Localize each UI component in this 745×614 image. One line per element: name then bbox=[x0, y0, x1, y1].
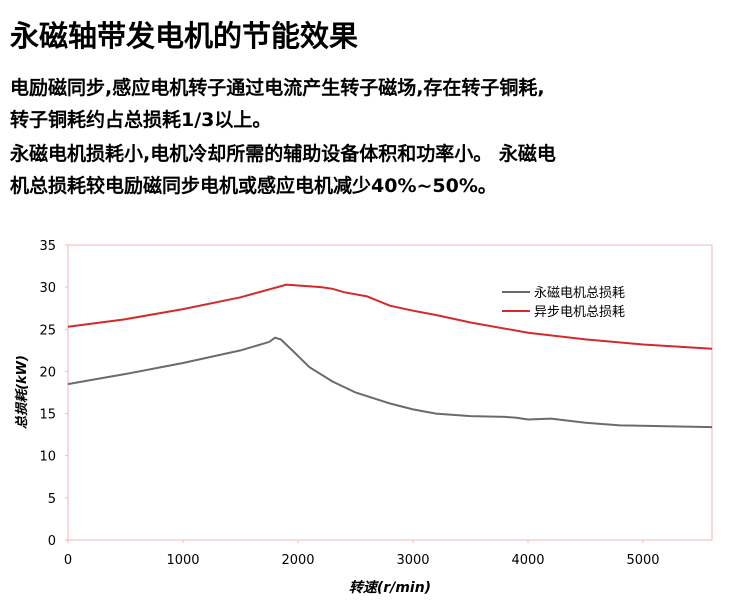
y-tick-label: 25 bbox=[39, 323, 56, 338]
text-line: 转子铜耗约占总损耗1/3以上。 bbox=[10, 108, 271, 131]
text-line: 永磁电机损耗小,电机冷却所需的辅助设备体积和功率小。 永磁电 bbox=[9, 142, 556, 165]
series-line bbox=[67, 283, 713, 350]
legend-label: 永磁电机总损耗 bbox=[534, 286, 625, 301]
x-tick-label: 0 bbox=[64, 553, 72, 568]
x-tick-label: 1000 bbox=[166, 553, 199, 568]
y-tick-label: 15 bbox=[39, 408, 56, 423]
text-line: 电励磁同步,感应电机转子通过电流产生转子磁场,存在转子铜耗, bbox=[10, 76, 545, 99]
y-tick-label: 0 bbox=[48, 534, 56, 549]
legend-label: 异步电机总损耗 bbox=[534, 305, 625, 320]
y-tick-label: 20 bbox=[39, 365, 56, 380]
y-tick-label: 35 bbox=[39, 239, 56, 254]
x-tick-label: 5000 bbox=[626, 553, 659, 568]
plot-frame bbox=[67, 244, 713, 541]
series-line bbox=[67, 336, 713, 429]
x-axis-label: 转速(r/min) bbox=[349, 579, 431, 596]
text-line: 机总损耗较电励磁同步电机或感应电机减少40%~50%。 bbox=[10, 174, 497, 197]
x-tick-label: 4000 bbox=[511, 553, 544, 568]
y-tick-label: 30 bbox=[39, 281, 56, 296]
y-tick-label: 5 bbox=[48, 492, 56, 507]
x-tick-label: 3000 bbox=[396, 553, 429, 568]
y-axis-label: 总损耗(kW) bbox=[14, 355, 30, 429]
x-tick-label: 2000 bbox=[281, 553, 314, 568]
title: 永磁轴带发电机的节能效果 bbox=[10, 19, 358, 53]
y-tick-label: 10 bbox=[39, 450, 56, 465]
